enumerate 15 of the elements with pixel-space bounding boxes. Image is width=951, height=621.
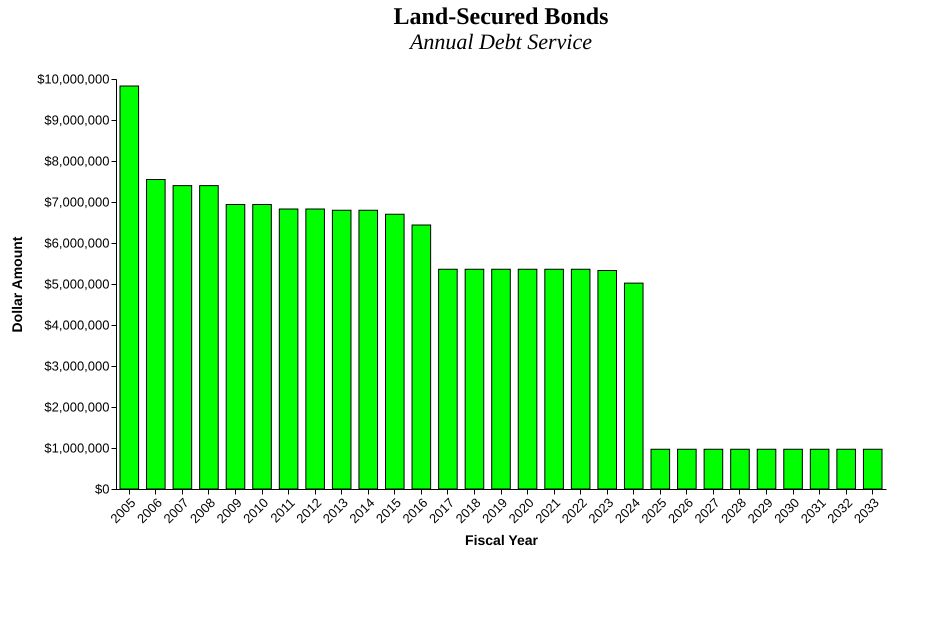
chart-subtitle: Annual Debt Service (408, 29, 592, 54)
y-tick-label: $3,000,000 (44, 358, 110, 374)
y-tick-label: $9,000,000 (44, 112, 110, 128)
y-axis-title: Dollar Amount (9, 236, 26, 332)
y-tick-label: $4,000,000 (44, 318, 110, 332)
y-tick-label: $5,000,000 (44, 276, 110, 292)
y-tick-label: $10,000,000 (37, 72, 110, 86)
y-tick-label: $2,000,000 (44, 400, 110, 414)
y-tick-label: $8,000,000 (44, 154, 110, 168)
y-tick-label: $0 (95, 482, 110, 496)
chart-title: Land-Secured Bonds (394, 4, 608, 30)
y-tick-label: $6,000,000 (44, 236, 110, 250)
y-tick-label: $7,000,000 (44, 194, 110, 210)
x-axis-title: Fiscal Year (465, 532, 539, 548)
y-tick-label: $1,000,000 (44, 440, 110, 456)
